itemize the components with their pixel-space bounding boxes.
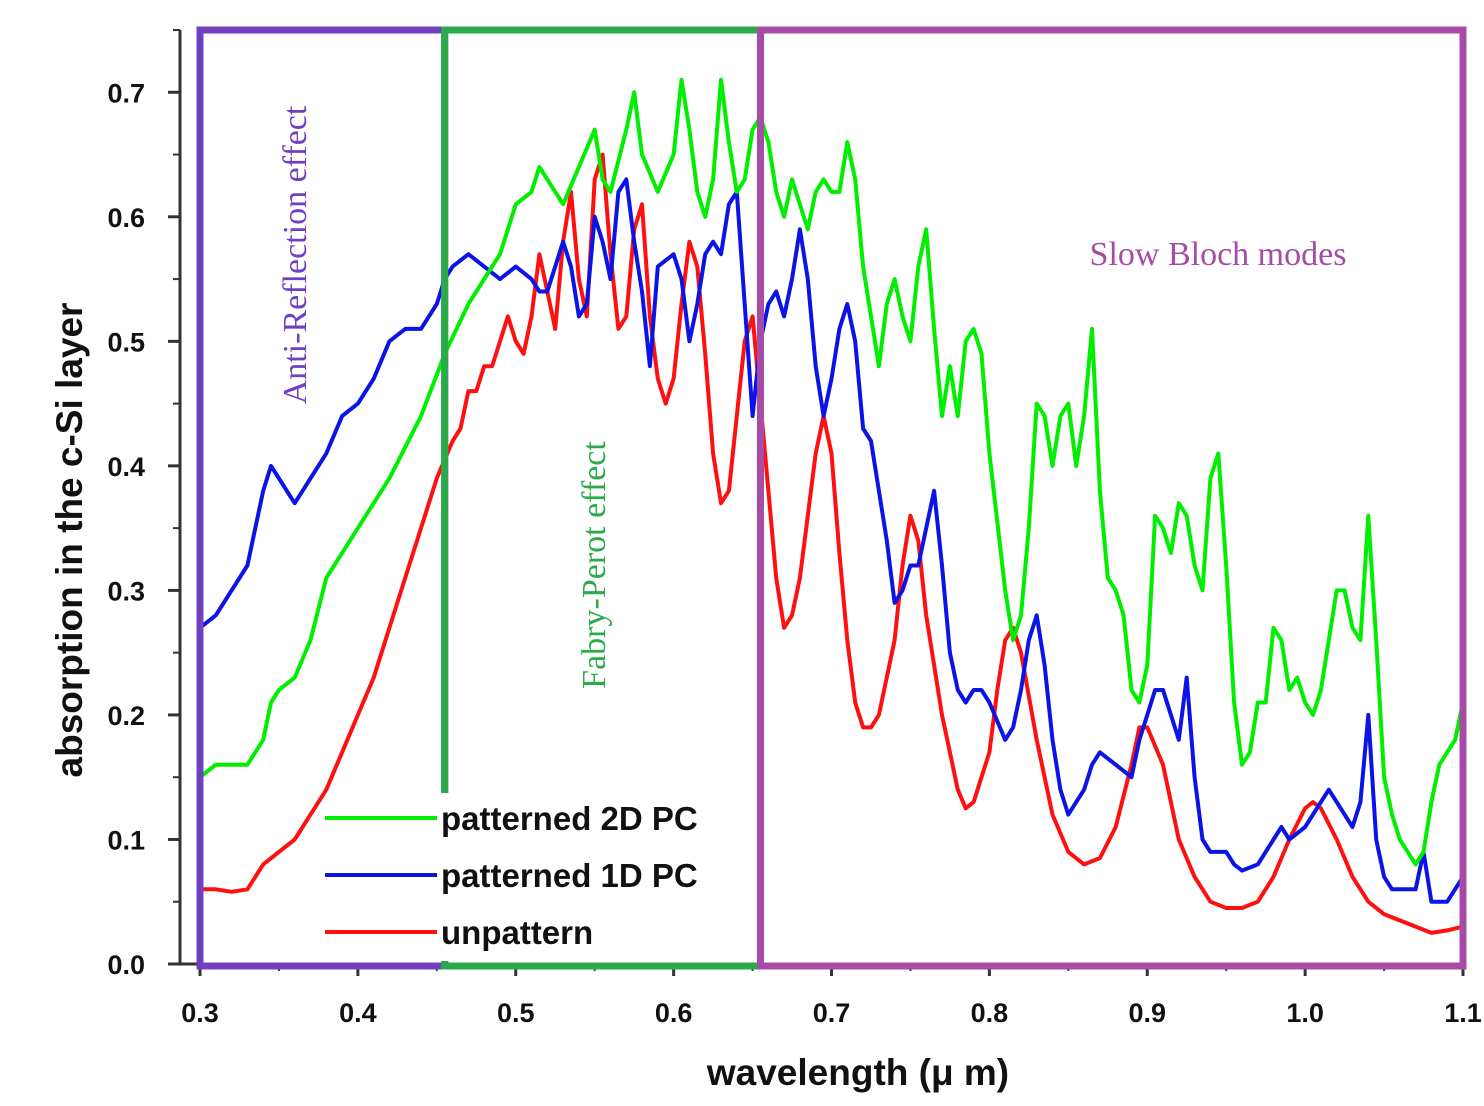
x-tick-label: 0.9	[1128, 998, 1166, 1028]
region-box-3	[756, 26, 1467, 970]
x-tick-label: 0.7	[813, 998, 851, 1028]
legend-label: patterned 1D PC	[441, 857, 698, 894]
series-layer	[198, 77, 1465, 935]
legend-background	[440, 793, 752, 961]
series-line-unpattern	[198, 152, 1465, 935]
legend-label: patterned 2D PC	[441, 800, 698, 837]
x-tick-label: 0.8	[971, 998, 1009, 1028]
y-tick-label: 0.7	[107, 78, 145, 108]
series-line-patterned-2d-pc	[198, 77, 1465, 867]
y-tick-label: 0.1	[107, 825, 145, 855]
x-tick-label: 0.3	[181, 998, 219, 1028]
region-label-anti-reflection: Anti-Reflection effect	[277, 105, 314, 404]
legend-label: unpattern	[441, 914, 593, 951]
x-tick-label: 0.5	[497, 998, 535, 1028]
y-tick-label: 0.0	[107, 950, 145, 980]
x-axis-title: wavelength (μ m)	[706, 1052, 1009, 1093]
region-layer: Anti-Reflection effect Fabry-Perot effect…	[196, 26, 1467, 970]
y-axis-title: absorption in the c-Si layer	[49, 303, 90, 778]
x-tick-label: 0.4	[339, 998, 377, 1028]
x-tick-label: 1.0	[1286, 998, 1324, 1028]
region-label-fabry-perot: Fabry-Perot effect	[576, 441, 613, 689]
y-tick-label: 0.5	[107, 327, 145, 357]
y-tick-label: 0.6	[107, 203, 145, 233]
series-line-patterned-1d-pc	[198, 177, 1465, 904]
y-tick-label: 0.4	[107, 452, 145, 482]
x-tick-label: 1.1	[1444, 998, 1482, 1028]
legend: patterned 2D PC patterned 1D PC unpattern	[325, 793, 752, 961]
x-tick-label: 0.6	[655, 998, 693, 1028]
y-tick-label: 0.3	[107, 576, 145, 606]
region-label-slow-bloch: Slow Bloch modes	[1090, 236, 1347, 273]
y-tick-label: 0.2	[107, 701, 145, 731]
